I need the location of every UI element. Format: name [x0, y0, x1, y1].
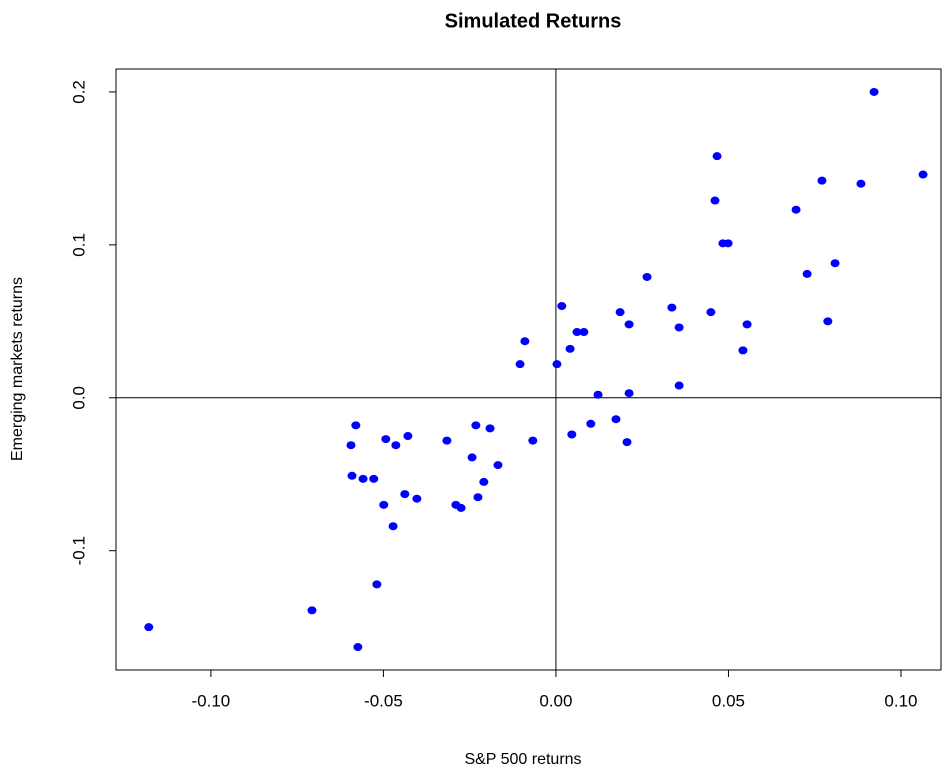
point: [515, 360, 525, 369]
point: [624, 320, 634, 329]
point: [353, 643, 363, 652]
point: [674, 381, 684, 390]
point: [307, 606, 317, 615]
point: [381, 435, 391, 444]
point: [467, 453, 477, 462]
point: [412, 494, 422, 503]
y-tick-label: 0.1: [69, 233, 88, 257]
x-tick-label: -0.05: [364, 691, 403, 710]
point: [379, 500, 389, 509]
point: [346, 441, 356, 450]
y-axis-label: Emerging markets returns: [9, 277, 26, 461]
point: [347, 471, 357, 480]
x-tick-label: 0.00: [539, 691, 572, 710]
point: [856, 179, 866, 188]
point: [593, 390, 603, 399]
point: [723, 239, 733, 248]
point: [391, 441, 401, 450]
point: [456, 503, 466, 512]
point: [479, 477, 489, 486]
point: [372, 580, 382, 589]
point: [817, 176, 827, 185]
point: [624, 389, 634, 398]
point: [485, 424, 495, 433]
y-tick-label: 0.0: [69, 386, 88, 410]
y-tick-label: -0.1: [69, 536, 88, 565]
point: [528, 436, 538, 445]
point: [579, 328, 589, 337]
point: [403, 432, 413, 441]
point: [565, 344, 575, 353]
point: [667, 303, 677, 312]
x-axis-label: S&P 500 returns: [464, 751, 581, 768]
point: [738, 346, 748, 355]
point: [471, 421, 481, 430]
point: [710, 196, 720, 205]
chart-title: Simulated Returns: [445, 10, 622, 32]
point: [823, 317, 833, 326]
x-tick-label: -0.10: [192, 691, 231, 710]
point: [144, 623, 154, 632]
point: [369, 474, 379, 483]
point: [586, 419, 596, 428]
point: [552, 360, 562, 369]
point: [611, 415, 621, 424]
x-tick-label: 0.10: [884, 691, 917, 710]
point: [791, 205, 801, 214]
point: [572, 328, 582, 337]
point: [400, 490, 410, 499]
point: [351, 421, 361, 430]
point: [473, 493, 483, 502]
point: [918, 170, 928, 179]
point: [742, 320, 752, 329]
point: [358, 474, 368, 483]
plot-frame: [115, 68, 942, 671]
point: [622, 438, 632, 447]
point: [642, 272, 652, 281]
point: [674, 323, 684, 332]
point: [869, 87, 879, 96]
point: [493, 461, 503, 470]
point: [802, 269, 812, 278]
point: [557, 302, 567, 311]
point: [712, 152, 722, 161]
x-tick-label: 0.05: [712, 691, 745, 710]
point: [615, 308, 625, 317]
point: [442, 436, 452, 445]
point: [567, 430, 577, 439]
y-tick-label: 0.2: [69, 80, 88, 104]
point: [830, 259, 840, 268]
point: [520, 337, 530, 346]
point: [388, 522, 398, 531]
point: [706, 308, 716, 317]
